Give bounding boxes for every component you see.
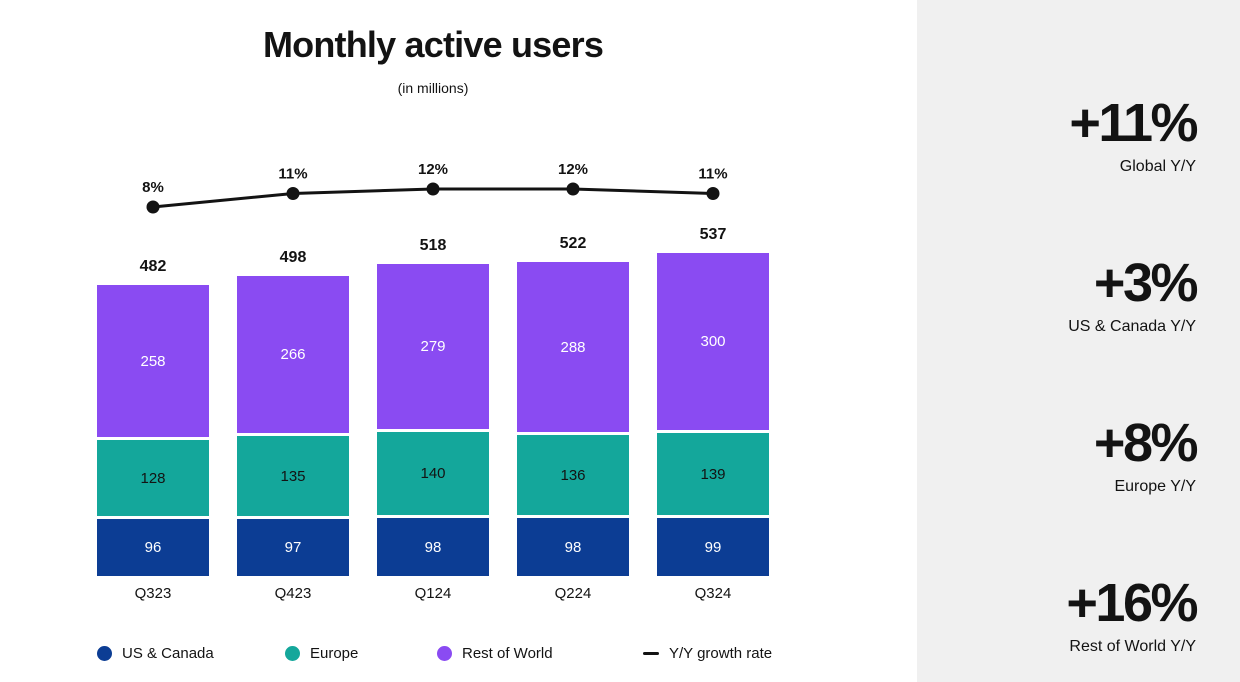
bar-group: 518 279 140 98 Q124	[377, 237, 489, 603]
bar-segment-europe: 139	[657, 433, 769, 515]
yoy-growth-line-chart: 8% 11% 12% 12% 11%	[142, 161, 728, 214]
chart-legend: US & Canada Europe Rest of World Y/Y growth…	[97, 645, 817, 667]
growth-rate-label: 12%	[558, 161, 588, 178]
chart-title: Monthly active users	[262, 24, 604, 65]
bar-stack: 300 139 99	[657, 253, 769, 576]
bar-stack: 266 135 97	[237, 276, 349, 576]
legend-dash-icon	[643, 651, 659, 656]
stat-value: +16%	[1066, 573, 1198, 633]
stat-block-us-canada-y-y: +3% US & Canada Y/Y	[1068, 253, 1199, 336]
bar-total-label: 537	[699, 226, 727, 243]
x-axis-label: Q423	[274, 585, 312, 602]
stat-value: +3%	[1093, 253, 1199, 313]
growth-rate-point	[286, 187, 300, 200]
legend-item-y-y-growth-rate: Y/Y growth rate	[643, 645, 772, 662]
x-axis-label: Q323	[134, 585, 172, 602]
chart-subtitle: (in millions)	[397, 80, 469, 96]
bar-segment-rest-of-world: 258	[97, 285, 209, 437]
stat-value: +11%	[1069, 93, 1198, 153]
x-axis-label: Q124	[414, 585, 452, 602]
stat-label: US & Canada Y/Y	[1068, 318, 1196, 335]
bar-segment-us-canada: 98	[377, 518, 489, 576]
bar-total-label: 518	[419, 237, 447, 254]
legend-label: US & Canada	[122, 645, 214, 662]
stacked-bar-chart: 482 258 128 96 Q323 498 266 135 97 Q423 518 279 140 9…	[97, 226, 769, 603]
stat-label: Rest of World Y/Y	[1069, 638, 1196, 655]
mau-chart-section: Monthly active users (in millions) 8% 11%…	[97, 24, 817, 667]
bar-group: 498 266 135 97 Q423	[237, 249, 349, 603]
bar-segment-us-canada: 98	[517, 518, 629, 576]
growth-rate-label: 11%	[278, 166, 307, 183]
stat-block-europe-y-y: +8% Europe Y/Y	[1093, 413, 1199, 496]
growth-rate-label: 12%	[418, 161, 448, 178]
bar-segment-rest-of-world: 300	[657, 253, 769, 430]
x-axis-label: Q224	[554, 585, 592, 602]
stat-block-rest-of-world-y-y: +16% Rest of World Y/Y	[1066, 573, 1198, 656]
legend-dot-icon	[285, 646, 300, 661]
legend-label: Rest of World	[462, 645, 553, 662]
legend-label: Y/Y growth rate	[669, 645, 773, 662]
bar-segment-europe: 128	[97, 440, 209, 516]
bar-total-label: 522	[559, 235, 587, 252]
growth-rate-point	[426, 182, 440, 196]
bar-segment-europe: 136	[517, 435, 629, 515]
growth-rate-label: 11%	[698, 166, 727, 183]
stat-block-global-y-y: +11% Global Y/Y	[1069, 93, 1198, 176]
legend-dot-icon	[437, 646, 452, 661]
bar-group: 537 300 139 99 Q324	[657, 226, 769, 603]
bar-segment-europe: 140	[377, 432, 489, 515]
bar-segment-rest-of-world: 279	[377, 264, 489, 429]
bar-stack: 279 140 98	[377, 264, 489, 576]
growth-rate-point	[706, 187, 720, 200]
bar-group: 482 258 128 96 Q323	[97, 258, 209, 603]
bar-segment-rest-of-world: 288	[517, 262, 629, 432]
x-axis-label: Q324	[694, 585, 732, 602]
bar-segment-rest-of-world: 266	[237, 276, 349, 433]
legend-item-rest-of-world: Rest of World	[437, 645, 553, 662]
bar-segment-us-canada: 97	[237, 519, 349, 576]
bar-total-label: 482	[139, 258, 167, 275]
legend-item-us-canada: US & Canada	[97, 645, 214, 662]
stat-label: Europe Y/Y	[1114, 478, 1196, 495]
growth-rate-point	[146, 200, 160, 214]
legend-dot-icon	[97, 646, 112, 661]
stat-label: Global Y/Y	[1119, 158, 1196, 175]
bar-stack: 258 128 96	[97, 285, 209, 576]
stat-value: +8%	[1093, 413, 1199, 473]
legend-item-europe: Europe	[285, 645, 358, 662]
yoy-stats-panel: +11% Global Y/Y +3% US & Canada Y/Y +8% Europ…	[917, 0, 1240, 682]
bar-group: 522 288 136 98 Q224	[517, 235, 629, 603]
bar-total-label: 498	[279, 249, 307, 266]
growth-rate-label: 8%	[142, 179, 164, 196]
bar-segment-us-canada: 99	[657, 518, 769, 576]
legend-label: Europe	[310, 645, 359, 662]
bar-segment-us-canada: 96	[97, 519, 209, 576]
growth-rate-point	[566, 182, 580, 196]
bar-segment-europe: 135	[237, 436, 349, 516]
bar-stack: 288 136 98	[517, 262, 629, 576]
